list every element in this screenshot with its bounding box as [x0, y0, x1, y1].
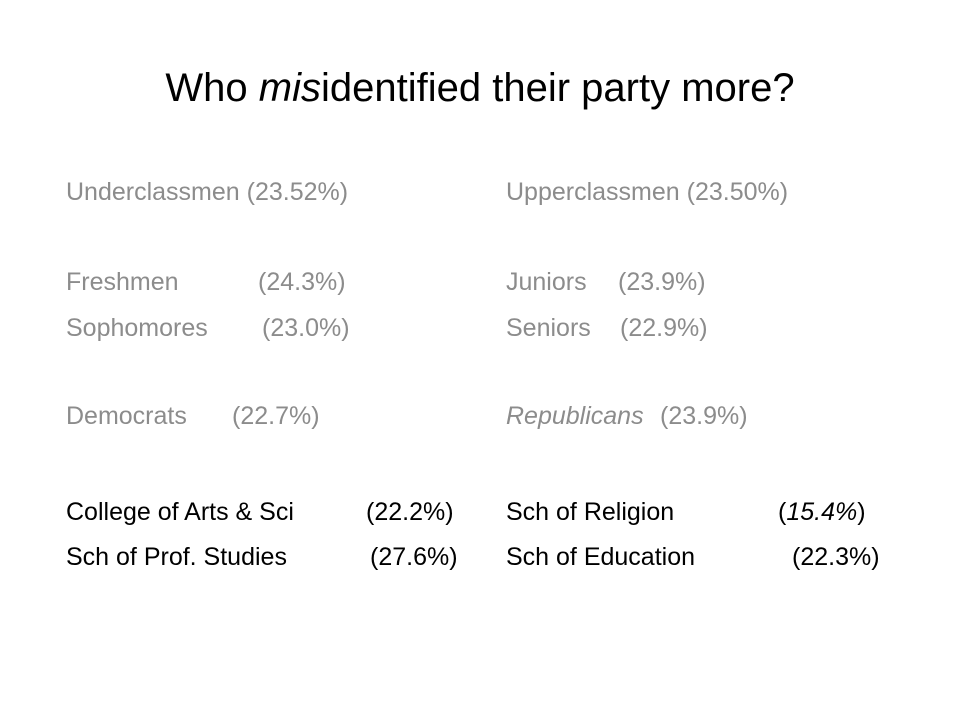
row-value: (23.9%)	[618, 268, 706, 296]
row-value: (23.0%)	[262, 314, 350, 342]
title-text: identified their party more?	[321, 66, 795, 110]
row-label: Sch of Education	[506, 543, 696, 571]
row-value: (24.3%)	[258, 268, 346, 296]
row-label: Sophomores	[66, 314, 208, 342]
title-text: Who	[165, 66, 248, 110]
row-label: Republicans	[506, 402, 644, 430]
slide-title: Who misidentified their party more?	[0, 66, 960, 111]
row-value: (22.3%)	[792, 543, 880, 571]
label: Underclassmen	[66, 178, 240, 206]
value: (23.52%)	[246, 178, 349, 206]
row-label: Sch of Religion	[506, 498, 675, 526]
title-emphasis: mis	[258, 66, 321, 110]
row-label: Democrats	[66, 402, 187, 430]
row-label: Juniors	[506, 268, 587, 296]
row-value: (15.4%)	[778, 498, 866, 526]
row-label: Upperclassmen (23.50%)	[506, 177, 788, 207]
row-value: (23.9%)	[660, 402, 748, 430]
row-label: Underclassmen (23.52%)	[66, 177, 348, 207]
value: 15.4%	[786, 498, 858, 526]
row-value: (22.7%)	[232, 402, 320, 430]
row-value: (27.6%)	[370, 543, 458, 571]
row-value: (22.9%)	[620, 314, 708, 342]
row-value: (22.2%)	[366, 498, 454, 526]
row-label: College of Arts & Sci	[66, 498, 294, 526]
row-label: Freshmen	[66, 268, 179, 296]
row-label: Seniors	[506, 314, 591, 342]
row-label: Sch of Prof. Studies	[66, 543, 287, 571]
label: Upperclassmen	[506, 178, 680, 206]
value: (23.50%)	[686, 178, 789, 206]
